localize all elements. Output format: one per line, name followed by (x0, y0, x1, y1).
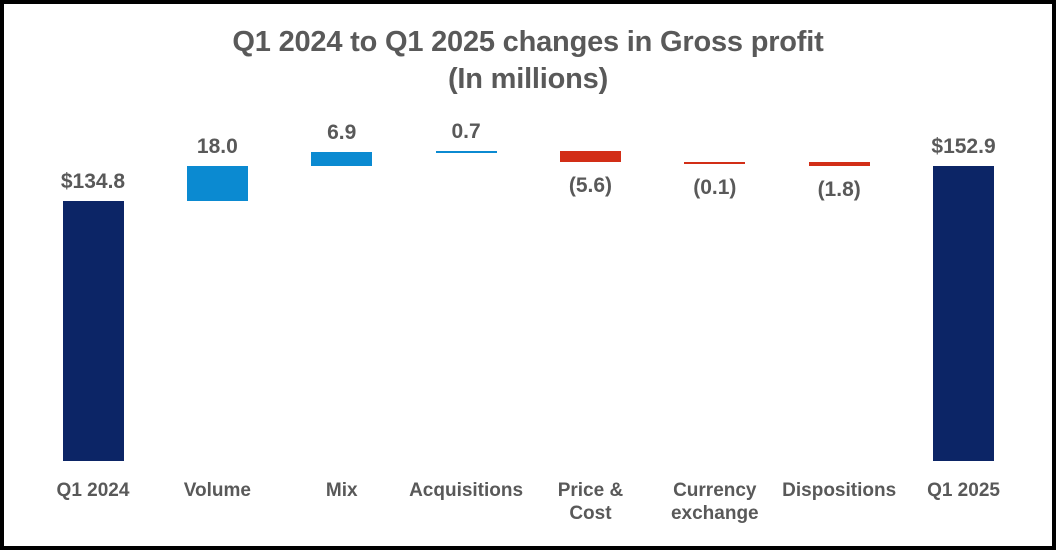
category-label-mix: Mix (325, 480, 358, 501)
waterfall-bar-acquisitions (435, 151, 497, 154)
bar-value-label-currency-exchange: (0.1) (693, 176, 737, 200)
category-label-currency-exchange: Currency exchange (670, 480, 759, 524)
category-label-q1-2024: Q1 2024 (56, 480, 130, 501)
chart-title-line2: (In millions) (447, 63, 609, 95)
waterfall-bar-q1-2024 (62, 200, 124, 461)
bar-value-label-mix: 6.9 (327, 121, 357, 145)
waterfall-bar-dispositions (808, 162, 870, 166)
chart-canvas: Q1 2024 to Q1 2025 changes in Gross prof… (4, 4, 1052, 546)
waterfall-bar-q1-2025 (933, 165, 995, 461)
bar-value-label-q1-2024: $134.8 (60, 169, 126, 193)
bar-value-label-dispositions: (1.8) (817, 177, 861, 201)
category-label-price-cost: Price & Cost (557, 480, 624, 524)
bar-value-label-price-cost: (5.6) (568, 173, 613, 197)
category-label-q1-2025: Q1 2025 (927, 480, 1000, 501)
category-label-dispositions: Dispositions (782, 480, 897, 501)
bar-value-label-q1-2025: $152.9 (931, 134, 996, 158)
waterfall-bar-mix (311, 152, 373, 166)
waterfall-chart: $134.8 Q1 2024 18.0 Volume 6.9 Mix 0.7 Acquisit… (4, 4, 1052, 546)
waterfall-bar-currency-exchange (684, 161, 746, 165)
category-label-volume: Volume (183, 480, 251, 501)
bar-value-label-acquisitions: 0.7 (451, 120, 481, 144)
chart-title: Q1 2024 to Q1 2025 changes in Gross prof… (4, 24, 1052, 98)
waterfall-bar-volume (186, 165, 248, 201)
waterfall-bar-price-cost (559, 151, 621, 162)
category-label-acquisitions: Acquisitions (409, 480, 524, 501)
bar-value-label-volume: 18.0 (196, 134, 238, 158)
chart-title-line1: Q1 2024 to Q1 2025 changes in Gross prof… (232, 26, 824, 58)
